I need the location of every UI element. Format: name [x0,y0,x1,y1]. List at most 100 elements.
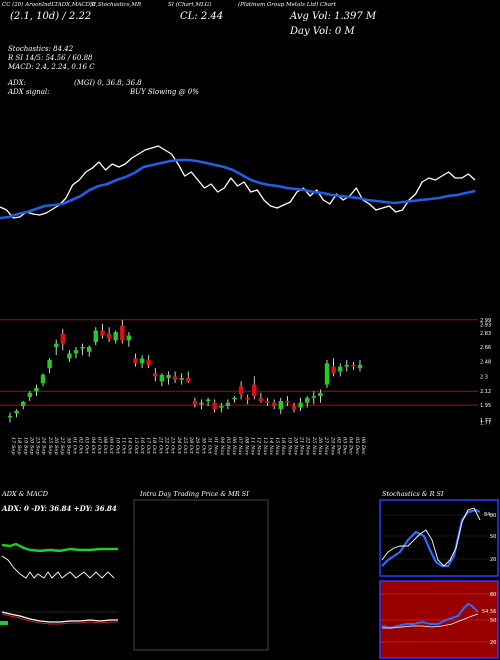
intraday-panel-frame [133,499,269,651]
stoch-rsi-panel-title: Stochastics & R SI [382,490,444,498]
date-tick-label: 31 Oct [207,437,213,455]
date-tick-label: 26 Sep [53,436,59,455]
candle-body [146,360,151,365]
rsi-tick-label: 50 [490,618,496,624]
price-tick-label: 2.99 [480,318,491,324]
price-tick-label: 2.83 [480,331,491,337]
date-tick-label: 10 Oct [114,437,120,455]
date-tick-label: 15 Oct [133,437,139,455]
date-tick-label: 22 Oct [164,436,170,455]
date-tick-label: 08 Nov [243,437,249,455]
date-tick-label: 04 Nov [219,437,225,455]
date-tick-label: 05 Nov [225,437,231,455]
candle-body [219,406,224,408]
header-line-2: SI,Stochastics,MR [90,2,142,8]
date-tick-label: 12 Nov [256,437,262,455]
date-tick-label: 01 Oct [71,437,77,455]
candlestick-chart: 2.992.932.832.662.482.32.121.951.771.77 [0,318,491,426]
date-tick-label: 04 Dec [348,437,354,455]
stoch-tick-label: 80 [490,513,496,519]
candle-body [186,378,191,382]
candle-body [172,376,178,380]
date-tick-label: 11 Oct [121,437,127,455]
date-tick-label: 24 Oct [176,436,182,455]
rsi-value-label: 54.56 [482,609,496,615]
candle-body [205,399,211,401]
macd-line [1,611,118,623]
date-tick-label: 08 Oct [102,437,108,455]
header-line-4: (Platinum Group Metals Ltd) Chart [238,2,336,8]
header-line-1: CC (20) AroonIndLTADX,MACD,B [2,2,96,8]
adx-values-readout: (MGI) 0, 36.8, 36.8 [74,79,142,87]
rsi-readout: R SI 14/5: 54.56 / 60.88 [8,54,93,62]
candle-body [324,363,330,385]
candle-body [232,397,237,400]
date-tick-label: 03 Oct [84,437,90,455]
candle-body [67,353,72,359]
header-line-3: SI (Chart,MLG) [168,2,212,8]
adx-signal-readout: ADX signal: [8,88,50,96]
date-tick-label: 27 Sep [59,436,65,455]
date-tick-label: 02 Dec [335,437,341,455]
candle-body [106,333,112,339]
date-tick-label: 28 Oct [188,436,194,455]
macd-histogram-marker [0,621,8,625]
candle-body [252,384,257,397]
candle-body [225,402,231,406]
date-tick-label: 18 Sep [16,437,22,455]
price-tick-label: 2.93 [480,323,491,329]
candle-body [113,332,118,341]
avg-volume-text: Avg Vol: 1.397 M [290,11,377,22]
stoch-d-line [381,507,481,567]
date-tick-label: 24 Sep [41,436,47,455]
adx-plus-di-line [1,542,118,553]
price-tick-label: 2.48 [480,360,491,366]
adx-values-label: ADX: 0 -DY: 36.84 +DY: 36.84 [2,504,117,513]
macd-signal-line [1,613,118,625]
adx-readout: ADX: [8,79,27,87]
candle-body [344,364,349,367]
candle-body [245,397,250,400]
candle-body [133,358,138,364]
candle-body [199,402,204,405]
stoch-tick-label: 20 [490,557,496,563]
candle-body [291,406,297,410]
date-tick-label: 20 Nov [293,436,299,455]
candle-body [331,366,336,374]
date-tick-label: 07 Oct [96,437,102,455]
candle-body [87,346,92,352]
stoch-value-label: 84 [484,512,490,518]
candle-body [265,401,270,403]
date-tick-label: 30 Oct [200,437,206,455]
candle-body [21,401,26,406]
date-tick-label: 06 Nov [231,437,237,455]
date-tick-label: 29 Nov [329,436,335,455]
macd-readout: MACD: 2.4, 2.24, 0.16 C [8,63,95,71]
date-tick-label: 25 Oct [182,436,188,455]
date-tick-label: 25 Sep [47,436,53,455]
price-tick-label: 2.66 [480,345,491,351]
price-tick-label: 2.12 [480,389,491,395]
date-tick-label: 19 Sep [22,437,28,455]
candle-body [120,325,125,341]
date-tick-label: 29 Oct [194,436,200,455]
candle-body [27,392,32,397]
price-line-series [0,145,476,219]
date-tick-label: 04 Oct [90,437,96,455]
candle-body [153,373,158,377]
rsi-tick-label: 20 [490,640,496,646]
candle-body [60,333,65,344]
date-tick-label: 06 Dec [360,437,366,455]
candle-body [166,374,171,379]
candle-body [305,397,310,403]
rsi-panel-bg [379,580,499,659]
adx-minus-di-line [1,555,115,579]
date-tick-label: 02 Oct [78,437,84,455]
price-tick-label: 1.95 [480,403,491,409]
candle-body [7,415,13,418]
day-volume-text: Day Vol: 0 M [290,26,355,37]
candle-body [258,397,264,402]
date-tick-label: 09 Oct [108,437,114,455]
date-tick-label: 19 Nov [286,437,292,455]
